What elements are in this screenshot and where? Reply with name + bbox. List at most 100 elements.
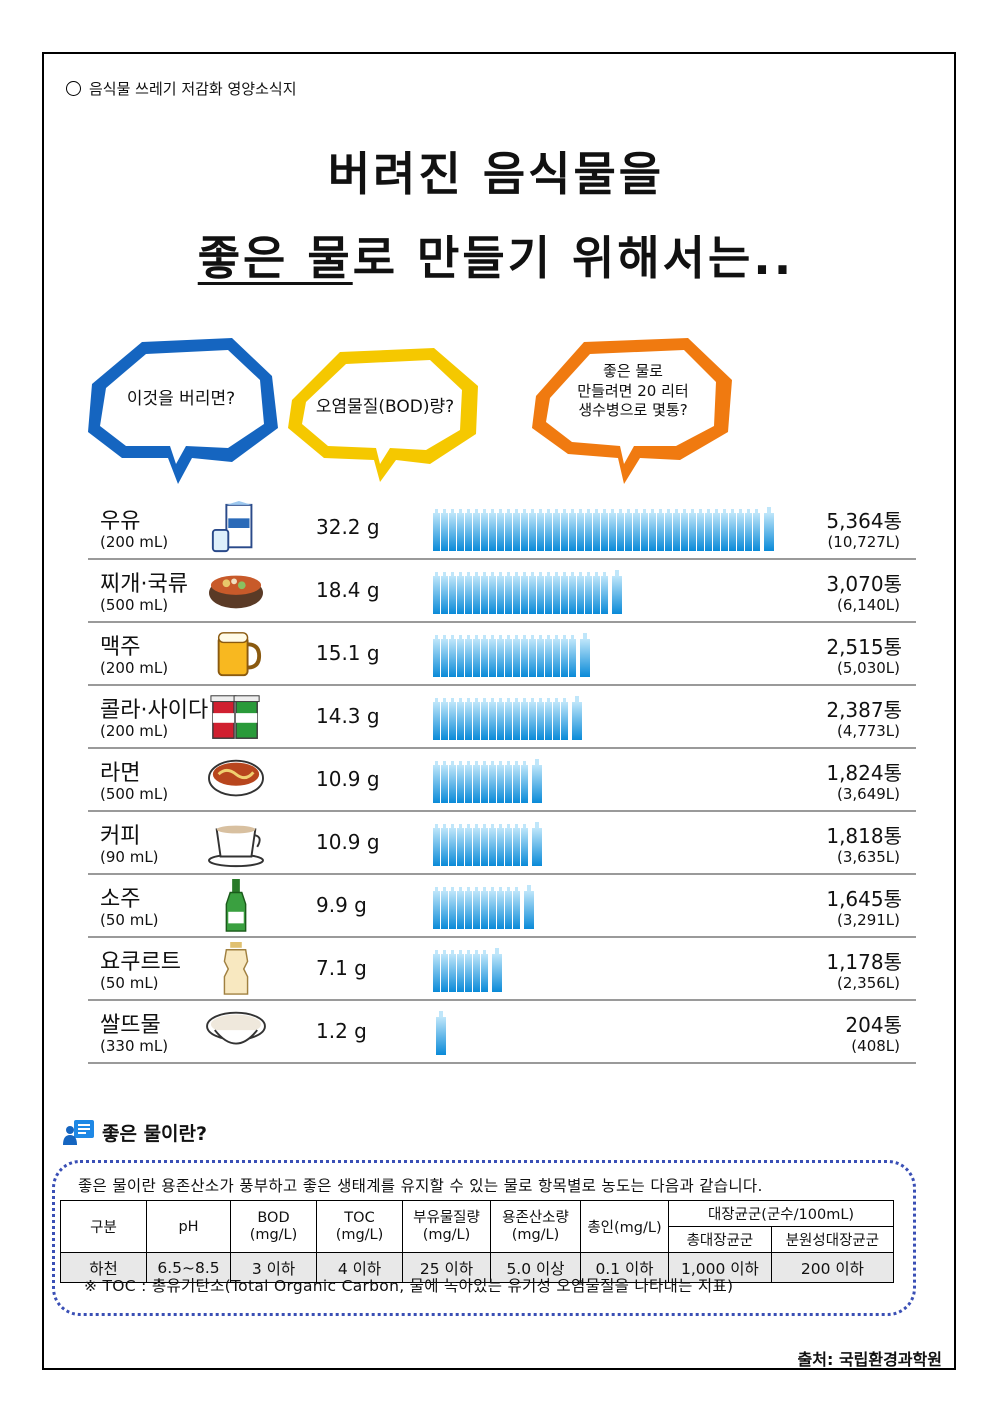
item-count: 1,178통: [826, 950, 902, 974]
bottle-bar: [433, 759, 542, 803]
item-liter: (3,291L): [836, 911, 900, 929]
list-item: 커피 (90 mL) 10.9 g 1,818통 (3,635L): [88, 812, 916, 875]
value-bod: 3 이하: [230, 1252, 317, 1283]
item-unit: (50 mL): [100, 911, 159, 929]
item-bod: 14.3 g: [316, 704, 380, 728]
good-water-heading-text: 좋은 물이란?: [102, 1122, 208, 1145]
item-name: 쌀뜨물: [100, 1013, 161, 1038]
item-count: 5,364통: [826, 509, 902, 533]
list-item: 찌개·국류 (500 mL) 18.4 g 3,070통 (6,140L): [88, 560, 916, 623]
ramen-bowl-icon: [208, 759, 264, 797]
header-ss-label: 부유물질량: [413, 1209, 480, 1226]
item-count: 3,070통: [826, 572, 902, 596]
bubble-text-3-line-2: 만들려면 20 리터: [577, 381, 689, 400]
item-unit: (330 mL): [100, 1037, 169, 1055]
food-rows: 우유 (200 mL) 32.2 g 5,364통 (10,727L) 찌개·국…: [88, 497, 916, 1064]
bubble-text-3: 좋은 물로 만들려면 20 리터 생수병으로 몇통?: [548, 362, 718, 421]
header-category: 구분: [60, 1200, 147, 1253]
item-bod: 32.2 g: [316, 515, 380, 539]
rice-water-bowl-icon: [206, 1011, 266, 1045]
item-count: 1,818통: [826, 824, 902, 848]
table-row: 하천 6.5~8.5 3 이하 4 이하 25 이하 5.0 이상 0.1 이하…: [60, 1252, 895, 1283]
item-liter: (2,356L): [836, 974, 900, 992]
value-category: 하천: [60, 1252, 147, 1283]
toc-note: ※ TOC : 총유기탄소(Total Organic Carbon, 물에 녹…: [84, 1277, 734, 1295]
item-liter: (408L): [851, 1037, 900, 1055]
header-tp: 총인(mg/L): [580, 1200, 669, 1253]
item-name: 찌개·국류: [100, 572, 188, 597]
item-name: 콜라·사이다: [100, 698, 209, 723]
speech-bubble-orange-icon: [532, 338, 732, 484]
good-water-heading: 좋은 물이란?: [62, 1118, 207, 1146]
item-unit: (200 mL): [100, 659, 169, 677]
list-item: 콜라·사이다 (200 mL) 14.3 g 2,387통 (4,773L): [88, 686, 916, 749]
item-count: 2,387통: [826, 698, 902, 722]
item-name: 소주: [100, 887, 141, 912]
soda-cups-icon: [210, 695, 260, 739]
item-unit: (50 mL): [100, 974, 159, 992]
item-liter: (6,140L): [836, 596, 900, 614]
value-toc: 4 이하: [316, 1252, 403, 1283]
bottle-bar: [433, 507, 774, 551]
header-ss-unit: (mg/L): [422, 1226, 471, 1243]
table-header-row: 구분 pH BOD (mg/L) TOC (mg/L) 부유물질량 (mg/L) 용존…: [60, 1200, 894, 1253]
source-credit: 출처: 국립환경과학원: [797, 1350, 942, 1369]
bubble-text-1: 이것을 버리면?: [126, 389, 236, 409]
bubble-text-3-line-1: 좋은 물로: [603, 362, 663, 380]
page-frame: [42, 52, 956, 1370]
list-item: 맥주 (200 mL) 15.1 g 2,515통 (5,030L): [88, 623, 916, 686]
item-liter: (4,773L): [836, 722, 900, 740]
bubble-text-3-line-3: 생수병으로 몇통?: [578, 401, 688, 419]
item-bod: 10.9 g: [316, 767, 380, 791]
item-liter: (5,030L): [836, 659, 900, 677]
bottle-bar: [433, 948, 502, 992]
bottle-bar: [433, 696, 582, 740]
header-toc: TOC (mg/L): [316, 1200, 403, 1253]
info-person-icon: [63, 1120, 94, 1145]
item-liter: (3,635L): [836, 848, 900, 866]
header-coliform: 대장균군(군수/100mL): [668, 1200, 894, 1227]
title-rest: 로 만들기 위해서는..: [352, 231, 795, 285]
item-name: 커피: [100, 824, 141, 849]
item-name: 요쿠르트: [100, 950, 181, 975]
header-ss: 부유물질량 (mg/L): [402, 1200, 491, 1253]
header-do-unit: (mg/L): [511, 1226, 560, 1243]
header-note: 음식물 쓰레기 저감화 영양소식지: [66, 78, 297, 99]
header-total-coliform: 총대장균군: [668, 1226, 772, 1253]
bottle-bar: [433, 570, 622, 614]
value-do: 5.0 이상: [490, 1252, 581, 1283]
list-item: 라면 (500 mL) 10.9 g 1,824통 (3,649L): [88, 749, 916, 812]
bubble-text-2: 오염물질(BOD)량?: [315, 397, 455, 417]
header-fecal-coliform: 분원성대장균군: [770, 1226, 895, 1253]
header-toc-unit: (mg/L): [335, 1226, 384, 1243]
item-unit: (90 mL): [100, 848, 159, 866]
bottle-bar: [433, 885, 534, 929]
value-ss: 25 이하: [402, 1252, 491, 1283]
coffee-cup-icon: [208, 825, 264, 868]
item-unit: (500 mL): [100, 785, 169, 803]
list-item: 소주 (50 mL) 9.9 g 1,645통 (3,291L): [88, 875, 916, 938]
value-total-coliform: 1,000 이하: [668, 1252, 772, 1283]
item-unit: (500 mL): [100, 596, 169, 614]
soju-bottle-icon: [225, 879, 247, 932]
item-name: 우유: [100, 509, 141, 534]
item-bod: 1.2 g: [316, 1019, 367, 1043]
header-bod-label: BOD: [257, 1209, 290, 1226]
yogurt-bottle-icon: [223, 942, 249, 995]
item-count: 2,515통: [826, 635, 902, 659]
list-item: 요쿠르트 (50 mL) 7.1 g 1,178통 (2,356L): [88, 938, 916, 1001]
table-subheader-row: 총대장균군 분원성대장균군: [61, 1226, 895, 1253]
header-bod-unit: (mg/L): [249, 1226, 298, 1243]
title-underlined: 좋은 물: [197, 231, 353, 285]
item-count: 1,645통: [826, 887, 902, 911]
list-item: 우유 (200 mL) 32.2 g 5,364통 (10,727L): [88, 497, 916, 560]
beer-mug-icon: [217, 632, 262, 677]
title-line-1: 버려진 음식물을: [327, 147, 665, 201]
item-count: 204통: [845, 1013, 902, 1037]
good-water-box: [52, 1160, 916, 1316]
item-bod: 18.4 g: [316, 578, 380, 602]
bottle-bar: [436, 1011, 446, 1055]
item-count: 1,824통: [826, 761, 902, 785]
header-do: 용존산소량 (mg/L): [490, 1200, 581, 1253]
item-unit: (200 mL): [100, 722, 169, 740]
